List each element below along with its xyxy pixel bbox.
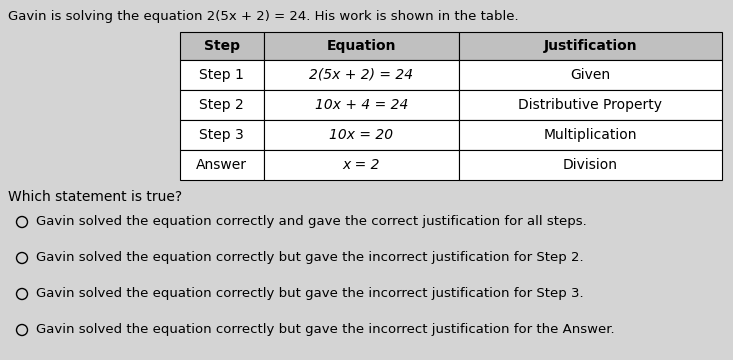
Bar	[264, 60, 459, 90]
Text: 10x = 20: 10x = 20	[329, 128, 394, 142]
Bar	[459, 120, 722, 150]
Text: Justification: Justification	[544, 39, 637, 53]
Bar	[180, 120, 264, 150]
Text: Gavin solved the equation correctly but gave the incorrect justification for Ste: Gavin solved the equation correctly but …	[36, 252, 583, 265]
Text: Gavin solved the equation correctly but gave the incorrect justification for Ste: Gavin solved the equation correctly but …	[36, 288, 583, 301]
Text: Division: Division	[563, 158, 618, 172]
Text: Given: Given	[570, 68, 611, 82]
Bar	[180, 90, 264, 120]
Text: Gavin is solving the equation 2(5x + 2) = 24. His work is shown in the table.: Gavin is solving the equation 2(5x + 2) …	[8, 10, 519, 23]
Bar	[180, 32, 264, 60]
Text: Step 1: Step 1	[199, 68, 244, 82]
Text: Answer: Answer	[196, 158, 247, 172]
Bar	[264, 90, 459, 120]
Text: Gavin solved the equation correctly and gave the correct justification for all s: Gavin solved the equation correctly and …	[36, 216, 586, 229]
Bar	[180, 150, 264, 180]
Text: Equation: Equation	[326, 39, 396, 53]
Text: 2(5x + 2) = 24: 2(5x + 2) = 24	[309, 68, 413, 82]
Bar	[459, 90, 722, 120]
Bar	[264, 120, 459, 150]
Text: Step 2: Step 2	[199, 98, 244, 112]
Bar	[180, 60, 264, 90]
Text: x = 2: x = 2	[342, 158, 380, 172]
Bar	[459, 32, 722, 60]
Text: Gavin solved the equation correctly but gave the incorrect justification for the: Gavin solved the equation correctly but …	[36, 324, 615, 337]
Bar	[264, 150, 459, 180]
Bar	[459, 60, 722, 90]
Text: Distributive Property: Distributive Property	[518, 98, 663, 112]
Bar	[459, 150, 722, 180]
Text: Multiplication: Multiplication	[544, 128, 637, 142]
Text: Step 3: Step 3	[199, 128, 244, 142]
Text: 10x + 4 = 24: 10x + 4 = 24	[314, 98, 408, 112]
Text: Step: Step	[204, 39, 240, 53]
Bar	[264, 32, 459, 60]
Text: Which statement is true?: Which statement is true?	[8, 190, 182, 204]
